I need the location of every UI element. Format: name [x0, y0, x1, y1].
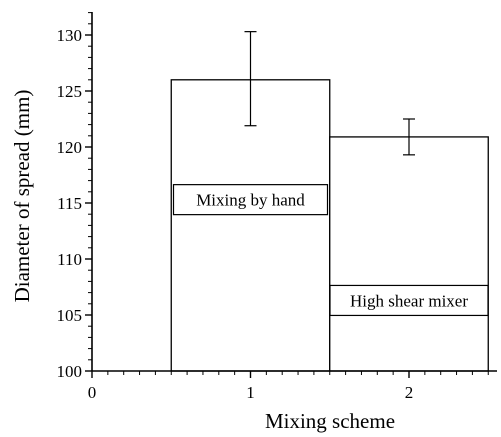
y-tick-label: 110 — [57, 250, 82, 269]
bar-1 — [170, 79, 331, 372]
y-tick-label: 115 — [57, 194, 82, 213]
y-axis-title: Diameter of spread (mm) — [10, 90, 34, 303]
bars-layer — [170, 79, 489, 372]
annotation-labels-layer: Mixing by hand High shear mixer — [172, 184, 489, 317]
ticks-layer: 100 105 110 115 120 125 130 0 1 2 — [57, 12, 489, 402]
y-tick-label: 125 — [57, 82, 83, 101]
error-bars-layer — [244, 31, 415, 156]
annotation-box-1 — [172, 184, 329, 216]
annotation-box-2 — [329, 284, 489, 317]
annotation-label-2: High shear mixer — [350, 291, 468, 310]
x-axis-title: Mixing scheme — [265, 409, 395, 433]
y-tick-label: 120 — [57, 138, 83, 157]
x-tick-label: 1 — [246, 383, 255, 402]
y-tick-label: 105 — [57, 306, 83, 325]
x-tick-label: 2 — [405, 383, 414, 402]
y-tick-label: 100 — [57, 362, 83, 381]
x-tick-label: 0 — [88, 383, 97, 402]
y-tick-label: 130 — [57, 26, 83, 45]
bar-2 — [329, 136, 489, 372]
annotation-label-1: Mixing by hand — [196, 191, 305, 210]
